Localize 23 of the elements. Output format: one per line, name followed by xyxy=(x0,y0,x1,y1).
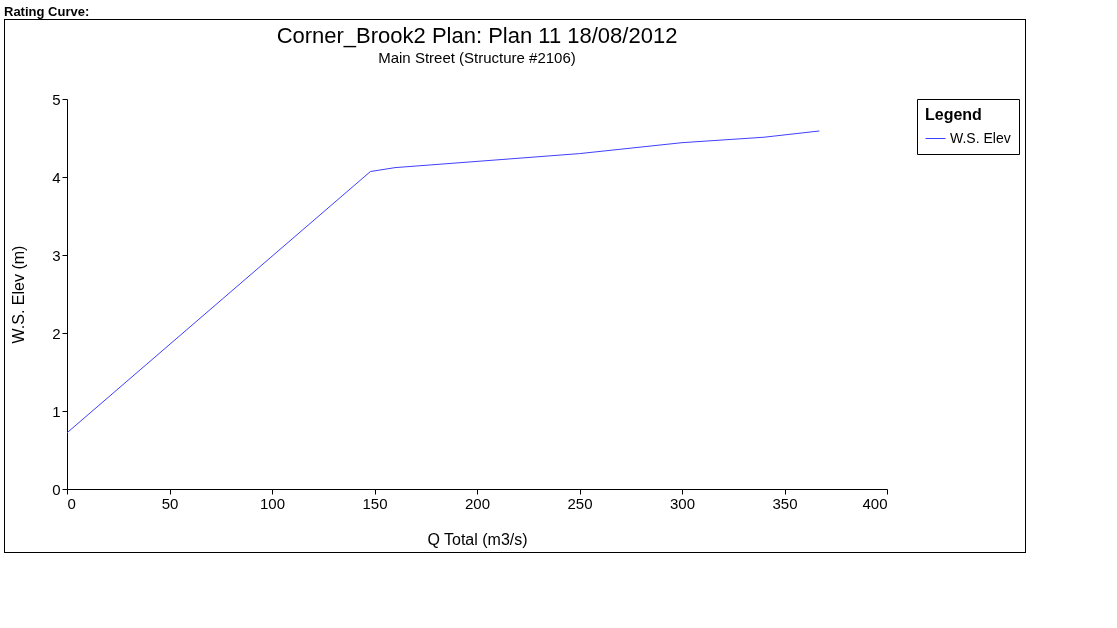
legend-title: Legend xyxy=(925,106,982,123)
x-tick-label: 150 xyxy=(362,494,388,512)
x-tick-label: 300 xyxy=(669,494,696,512)
chart-title: Corner_Brook2 Plan: Plan 11 18/08/2012 xyxy=(276,23,678,48)
x-axis-title: Q Total (m3/s) xyxy=(427,530,528,548)
x-tick-label: 50 xyxy=(161,494,179,512)
y-tick-label: 2 xyxy=(52,324,61,342)
x-tick-label: 350 xyxy=(772,494,798,512)
line-series xyxy=(66,130,820,434)
y-tick-label: 3 xyxy=(52,246,61,264)
legend-label: W.S. Elev xyxy=(950,129,1011,146)
y-tick-label: 0 xyxy=(52,480,61,498)
y-axis-title: W.S. Elev (m) xyxy=(10,245,28,344)
y-tick-label: 4 xyxy=(52,168,61,186)
x-tick-label: 200 xyxy=(464,494,491,512)
text: Rating Curve: xyxy=(4,4,91,19)
x-tick-label: 100 xyxy=(259,494,286,512)
y-tick-label: 5 xyxy=(52,90,61,108)
x-tick-label: 0 xyxy=(67,494,76,512)
chart-subtitle: Main Street (Structure #2106) xyxy=(378,49,576,66)
y-tick-label: 1 xyxy=(52,402,61,420)
x-tick-label: 400 xyxy=(862,494,888,512)
x-tick-label: 250 xyxy=(567,494,593,512)
